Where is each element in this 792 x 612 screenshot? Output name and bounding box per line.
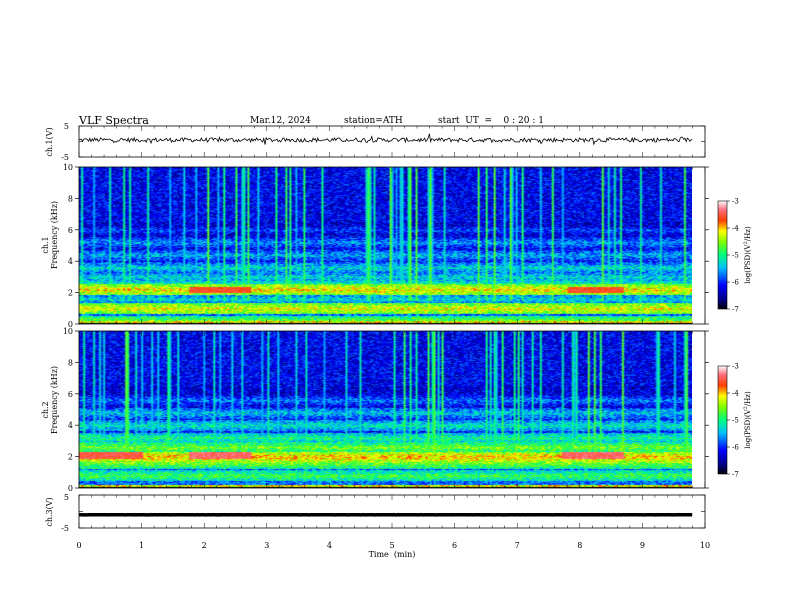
- ch1-colorbar-tick-label: -5: [732, 252, 739, 260]
- x-axis: 0 1 2 3 4 5 6 7 8 9 10: [76, 126, 710, 550]
- x-tick-label: 1: [139, 541, 144, 550]
- ch1-colorbar-tick-label: -4: [732, 225, 739, 233]
- date-label: Mar.12, 2024: [250, 116, 311, 126]
- ch1-spectrogram-ytick-label: 0: [68, 320, 73, 329]
- ch1-colorbar-tick-label: -3: [732, 198, 739, 206]
- station-label: station=ATH: [344, 116, 403, 126]
- ch1-colorbar-tick-label: -7: [732, 306, 739, 314]
- ch2-spectrogram-panel: 0 2 4 6 8 10 ch.2 Frequency (kHz): [41, 327, 709, 493]
- ch1-colorbar: -3 -4 -5 -6 -7 log(PSD)(V2/Hz): [717, 198, 752, 314]
- ch1-ytick-bottom: -5: [61, 153, 69, 162]
- figure-title: VLF Spectra: [78, 114, 149, 127]
- x-tick-label: 10: [700, 541, 710, 550]
- x-tick-label: 2: [202, 541, 207, 550]
- ch2-colorbar-tick-label: -3: [732, 363, 739, 371]
- ch1-ytick-top: 5: [64, 122, 69, 131]
- x-tick-label: 6: [452, 541, 457, 550]
- ch1-spectrogram-ytick-label: 2: [68, 289, 73, 298]
- ch1-spectrogram-image: [79, 167, 692, 324]
- start-ut-label: start UT = 0 : 20 : 1: [438, 116, 544, 126]
- x-tick-label: 3: [264, 541, 269, 550]
- ch1-spectrogram-ylabel-channel: ch.1: [41, 236, 50, 253]
- ch1-ylabel: ch.1(V): [45, 127, 54, 156]
- ch2-colorbar-tick-label: -4: [732, 390, 739, 398]
- ch2-spectrogram-ylabel-frequency: Frequency (kHz): [50, 366, 59, 434]
- x-tick-label: 9: [640, 541, 645, 550]
- ch2-colorbar-bar: [717, 365, 728, 475]
- ch2-spectrogram-ytick-label: 6: [68, 390, 73, 399]
- ch3-ytick-top: 5: [64, 493, 69, 502]
- ch2-spectrogram-ytick-label: 2: [68, 453, 73, 462]
- ch1-spectrogram-ytick-label: 4: [68, 257, 73, 266]
- ch3-ytick-bottom: -5: [61, 524, 69, 533]
- ch1-waveform-panel: 5 -5 ch.1(V): [45, 122, 706, 162]
- x-tick-label: 0: [76, 541, 81, 550]
- ch1-colorbar-tick-label: -6: [732, 279, 739, 287]
- ch1-waveform-trace: [78, 133, 693, 146]
- ch1-spectrogram-ytick-label: 6: [68, 226, 73, 235]
- ch3-waveform-frame: [78, 494, 706, 529]
- ch1-spectrogram-ytick-label: 8: [68, 194, 73, 203]
- ch2-spectrogram-image: [79, 331, 692, 488]
- ch3-waveform-panel: 5 -5 ch.3(V): [45, 493, 706, 533]
- ch2-colorbar-tick-label: -5: [732, 417, 739, 425]
- ch2-spectrogram-ytick-label: 10: [63, 327, 73, 336]
- ch2-colorbar-tick-label: -7: [732, 471, 739, 479]
- ch2-colorbar-tick-label: -6: [732, 444, 739, 452]
- ch1-spectrogram-panel: 0 2 4 6 8 10 ch.1 Frequency (kHz): [41, 163, 709, 329]
- ch2-spectrogram-ylabel-channel: ch.2: [41, 401, 50, 418]
- ch2-spectrogram-ytick-label: 8: [68, 358, 73, 367]
- ch2-spectrogram-ytick-label: 4: [68, 421, 73, 430]
- ch1-spectrogram-ytick-label: 10: [63, 163, 73, 172]
- x-axis-label: Time (min): [369, 550, 416, 559]
- x-tick-label: 4: [327, 541, 332, 550]
- ch1-colorbar-label: log(PSD)(V2/Hz): [743, 226, 752, 284]
- x-tick-label: 5: [389, 541, 394, 550]
- ch3-ylabel: ch.3(V): [45, 497, 54, 526]
- ch2-spectrogram-ytick-label: 0: [68, 484, 73, 493]
- x-tick-label: 7: [515, 541, 520, 550]
- ch1-spectrogram-ylabel-frequency: Frequency (kHz): [50, 201, 59, 269]
- x-tick-label: 8: [577, 541, 582, 550]
- ch2-colorbar: -3 -4 -5 -6 -7 log(PSD)(V2/Hz): [717, 363, 752, 479]
- ch2-colorbar-label: log(PSD)(V2/Hz): [743, 391, 752, 449]
- ch1-colorbar-bar: [717, 200, 728, 310]
